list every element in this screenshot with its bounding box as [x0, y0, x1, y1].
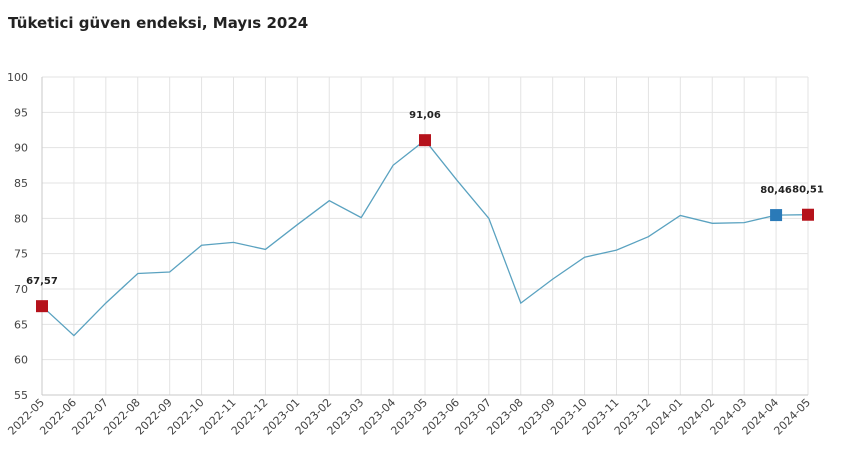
y-tick-label: 80	[14, 212, 28, 225]
y-tick-label: 90	[14, 142, 28, 155]
data-label: 67,57	[26, 276, 58, 287]
x-axis-ticks: 2022-052022-062022-072022-082022-092022-…	[5, 396, 813, 438]
data-label: 80,51	[792, 185, 824, 196]
axes	[41, 77, 808, 396]
y-tick-label: 100	[7, 71, 28, 84]
chart-title: Tüketici güven endeksi, Mayıs 2024	[8, 14, 309, 32]
y-tick-label: 65	[14, 318, 28, 331]
data-labels: 67,57 91,06 80,46 80,51	[26, 110, 824, 287]
y-tick-label: 70	[14, 283, 28, 296]
y-tick-label: 75	[14, 248, 28, 261]
grid-lines	[41, 76, 809, 396]
data-markers	[36, 134, 814, 313]
highlight-marker	[802, 208, 814, 221]
highlight-marker	[419, 134, 431, 147]
y-tick-label: 55	[14, 389, 28, 402]
data-label: 80,46	[760, 185, 792, 196]
y-tick-label: 95	[14, 106, 28, 119]
y-tick-label: 60	[14, 354, 28, 367]
y-tick-label: 85	[14, 177, 28, 190]
data-label: 91,06	[409, 110, 441, 121]
y-axis-ticks: 55 60 65 70 75 80 85 90 95 100	[7, 71, 28, 402]
highlight-marker	[36, 300, 48, 313]
current-marker	[770, 209, 783, 222]
